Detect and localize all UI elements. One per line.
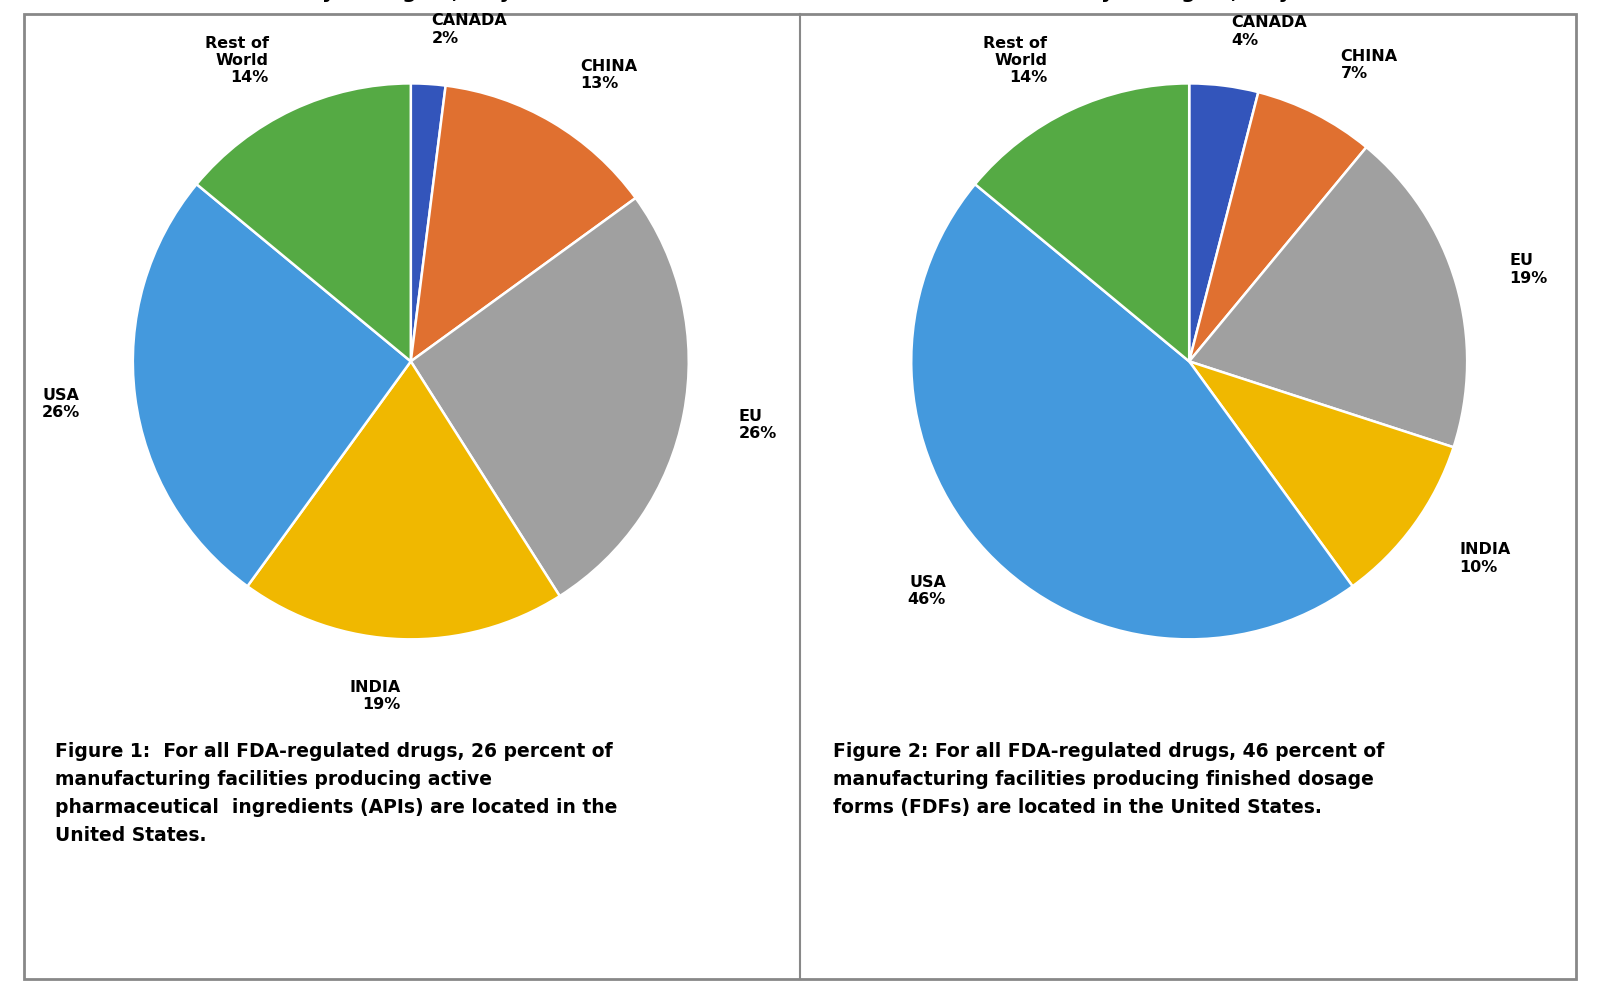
- Wedge shape: [912, 185, 1352, 640]
- Text: EU
26%: EU 26%: [739, 409, 776, 440]
- Wedge shape: [974, 84, 1189, 362]
- Text: CHINA
7%: CHINA 7%: [1341, 49, 1398, 82]
- Text: USA
26%: USA 26%: [42, 388, 80, 419]
- Wedge shape: [1189, 362, 1453, 586]
- Wedge shape: [411, 199, 688, 596]
- Text: CANADA
2%: CANADA 2%: [432, 13, 507, 46]
- Title: Percentage of FDF Manufacturing Facilities
for Human Drugs in the US Market by
C: Percentage of FDF Manufacturing Faciliti…: [942, 0, 1435, 2]
- Text: Figure 2: For all FDA-regulated drugs, 46 percent of
manufacturing facilities pr: Figure 2: For all FDA-regulated drugs, 4…: [834, 742, 1384, 816]
- Title: Percentage of API Manufacturing Facilities
for Human Drugs in the US Market by
C: Percentage of API Manufacturing Faciliti…: [168, 0, 654, 2]
- Text: USA
46%: USA 46%: [907, 574, 946, 606]
- Wedge shape: [1189, 93, 1366, 362]
- Text: CHINA
13%: CHINA 13%: [581, 59, 638, 91]
- Wedge shape: [411, 86, 635, 362]
- Wedge shape: [197, 84, 411, 362]
- Wedge shape: [411, 84, 446, 362]
- Wedge shape: [133, 185, 411, 586]
- Text: Figure 1:  For all FDA-regulated drugs, 26 percent of
manufacturing facilities p: Figure 1: For all FDA-regulated drugs, 2…: [54, 742, 618, 845]
- Wedge shape: [248, 362, 560, 640]
- Text: INDIA
10%: INDIA 10%: [1459, 542, 1510, 575]
- Text: Rest of
World
14%: Rest of World 14%: [205, 36, 269, 85]
- Wedge shape: [1189, 84, 1258, 362]
- Text: CANADA
4%: CANADA 4%: [1230, 15, 1307, 48]
- Text: Rest of
World
14%: Rest of World 14%: [982, 36, 1046, 85]
- Text: INDIA
19%: INDIA 19%: [349, 679, 400, 712]
- Wedge shape: [1189, 148, 1467, 448]
- Text: EU
19%: EU 19%: [1509, 252, 1547, 285]
